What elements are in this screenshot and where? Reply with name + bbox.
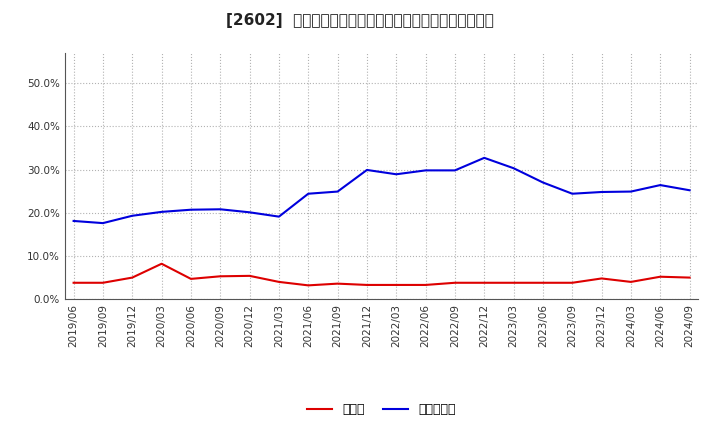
現預金 <box>568 280 577 286</box>
現預金 <box>509 280 518 286</box>
Legend: 現預金, 有利子負債: 現預金, 有利子負債 <box>302 398 461 421</box>
現預金 <box>333 281 342 286</box>
現預金 <box>304 283 312 288</box>
現預金 <box>69 280 78 286</box>
有利子負債 <box>157 209 166 215</box>
有利子負債 <box>451 168 459 173</box>
有利子負債 <box>99 220 107 226</box>
Line: 現預金: 現預金 <box>73 264 690 286</box>
有利子負債 <box>128 213 137 218</box>
有利子負債 <box>685 187 694 193</box>
有利子負債 <box>304 191 312 196</box>
現預金 <box>186 276 195 282</box>
Line: 有利子負債: 有利子負債 <box>73 158 690 223</box>
有利子負債 <box>392 172 400 177</box>
現預金 <box>363 282 372 288</box>
有利子負債 <box>274 214 283 219</box>
有利子負債 <box>656 183 665 188</box>
現預金 <box>421 282 430 288</box>
現預金 <box>539 280 547 286</box>
現預金 <box>216 274 225 279</box>
有利子負債 <box>363 167 372 172</box>
現預金 <box>656 274 665 279</box>
有利子負債 <box>480 155 489 161</box>
現預金 <box>274 279 283 285</box>
現預金 <box>685 275 694 280</box>
有利子負債 <box>333 189 342 194</box>
現預金 <box>451 280 459 286</box>
有利子負債 <box>421 168 430 173</box>
有利子負債 <box>626 189 635 194</box>
有利子負債 <box>246 210 254 215</box>
有利子負債 <box>186 207 195 213</box>
現預金 <box>598 276 606 281</box>
現預金 <box>626 279 635 285</box>
現預金 <box>128 275 137 280</box>
現預金 <box>157 261 166 266</box>
有利子負債 <box>69 218 78 224</box>
有利子負債 <box>539 180 547 185</box>
現預金 <box>392 282 400 288</box>
現預金 <box>99 280 107 286</box>
有利子負債 <box>568 191 577 196</box>
現預金 <box>480 280 489 286</box>
有利子負債 <box>598 189 606 194</box>
現預金 <box>246 273 254 279</box>
Text: [2602]  現預金、有利子負債の総資産に対する比率の推移: [2602] 現預金、有利子負債の総資産に対する比率の推移 <box>226 13 494 28</box>
有利子負債 <box>509 165 518 171</box>
有利子負債 <box>216 207 225 212</box>
